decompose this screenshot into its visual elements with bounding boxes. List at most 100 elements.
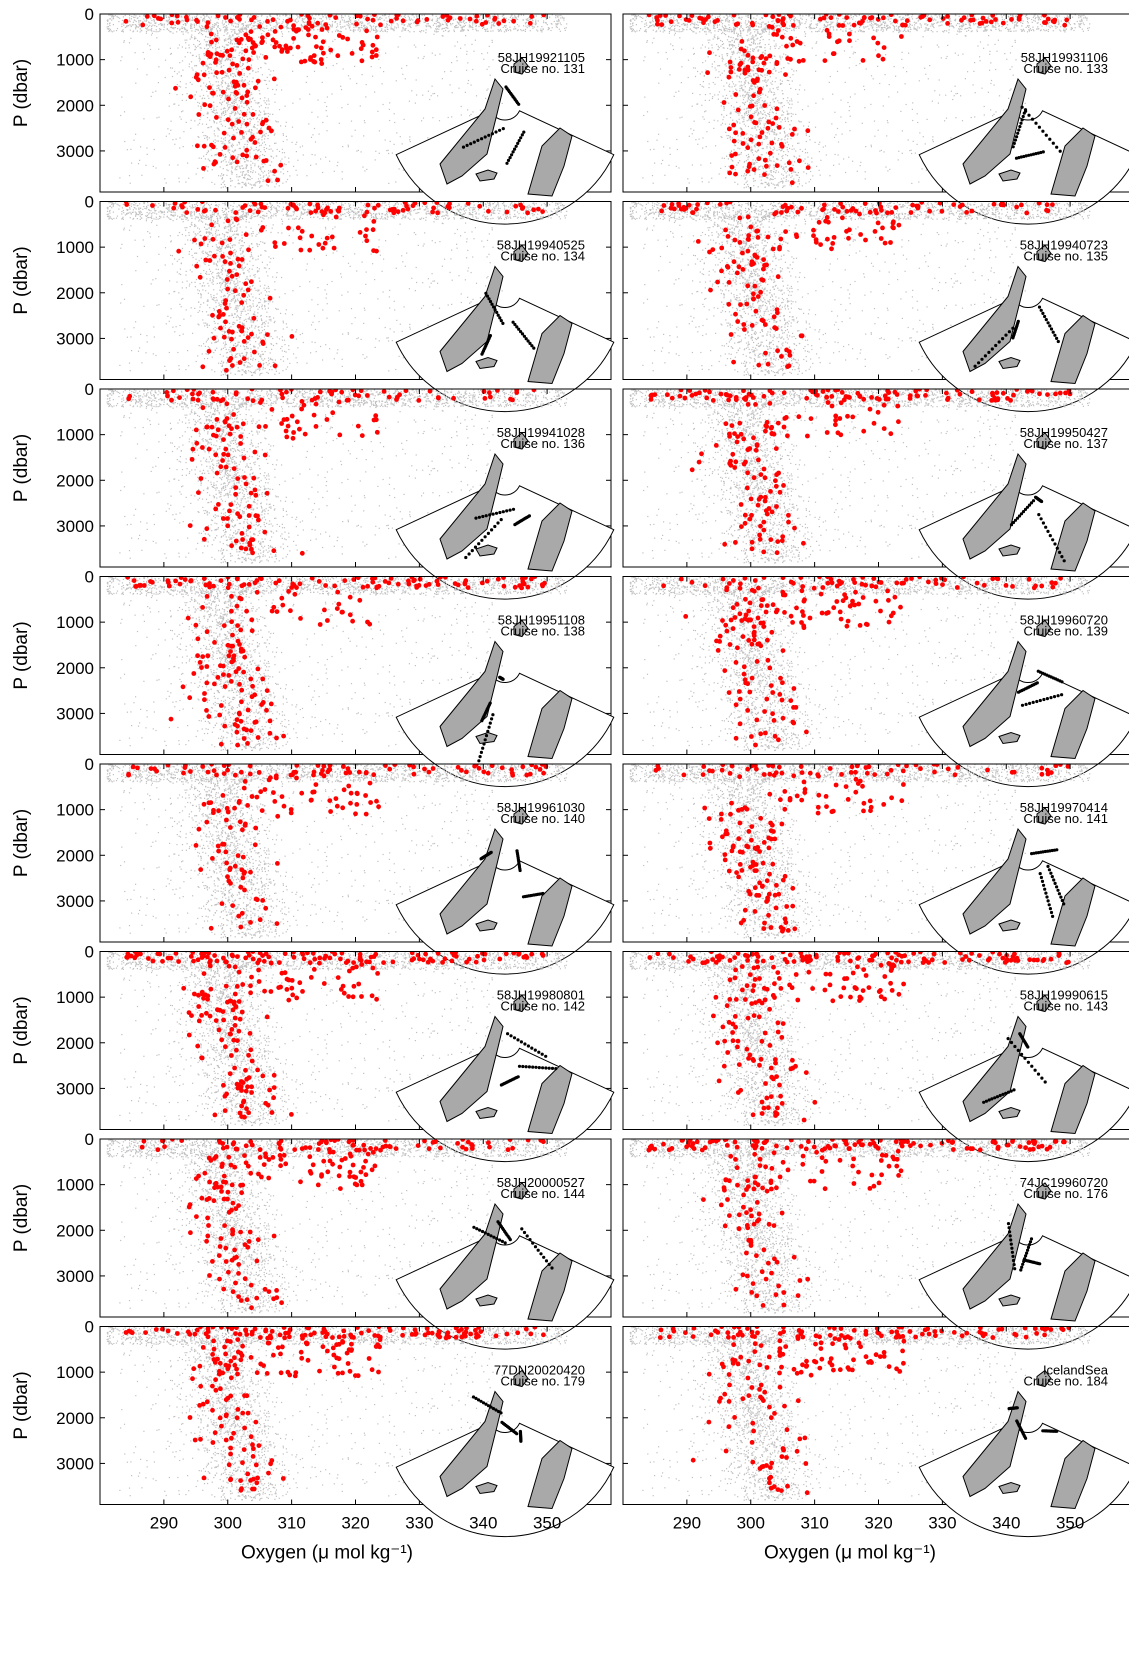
background-point [385,52,387,54]
cruise-point [230,155,236,161]
background-point [1078,15,1080,17]
background-point [978,25,980,27]
background-point [216,21,218,23]
background-point [415,14,417,16]
background-point [422,94,424,96]
background-point [472,111,474,113]
background-point [959,26,961,28]
background-point [202,20,204,22]
cruise-point [285,49,290,54]
background-point [243,120,245,122]
cruise-point [336,33,342,38]
background-point [660,17,662,19]
background-point [551,14,553,16]
background-point [291,141,293,143]
background-point [966,20,968,22]
background-point [230,67,232,69]
background-point [474,39,476,41]
background-point [527,25,529,27]
background-point [158,48,160,50]
background-point [226,75,228,77]
background-point [462,29,464,31]
background-point [954,19,956,21]
background-point [871,20,873,22]
background-point [854,14,856,16]
background-point [145,27,147,29]
background-point [434,22,436,25]
background-point [199,47,201,49]
background-point [406,19,408,21]
background-point [769,46,772,48]
background-point [1035,16,1037,19]
background-point [871,23,873,25]
background-point [535,22,537,24]
background-point [985,29,987,31]
background-point [179,147,181,149]
background-point [455,18,457,20]
background-point [408,18,411,20]
background-point [238,182,240,184]
background-point [941,21,944,23]
background-point [472,27,474,29]
background-point [222,20,224,22]
background-point [686,23,688,25]
cruise-point [249,45,255,51]
background-point [827,24,829,26]
background-point [268,29,270,31]
background-point [382,103,384,106]
background-point [202,131,204,133]
background-point [757,31,759,33]
background-point [487,30,489,32]
background-point [991,24,993,26]
background-point [709,22,711,24]
background-point [378,130,380,132]
cruise-point [228,18,234,24]
background-point [221,178,223,180]
background-point [300,16,302,18]
background-point [378,18,380,21]
cruise-point [251,15,257,20]
background-point [388,16,390,18]
station-marker [469,142,473,146]
background-point [301,19,303,22]
background-point [480,14,482,16]
background-point [220,118,222,120]
background-point [261,139,263,141]
background-point [438,21,440,23]
background-point [983,30,986,32]
cruise-point [291,36,296,41]
background-point [263,146,265,149]
background-point [1003,19,1006,21]
background-point [241,44,243,46]
background-point [216,85,218,87]
background-point [454,27,456,29]
background-point [761,35,763,38]
background-point [501,102,503,104]
background-point [250,14,252,16]
background-point [642,17,644,19]
background-point [219,95,221,97]
background-point [202,101,204,103]
background-point [565,27,567,29]
background-point [525,25,527,27]
background-point [937,21,939,23]
background-point [251,93,253,95]
background-point [1034,20,1036,22]
background-point [1068,18,1070,20]
background-point [881,28,883,30]
background-point [205,85,207,87]
background-point [423,21,425,23]
background-point [183,131,185,133]
background-point [230,185,232,187]
background-point [393,28,395,30]
background-point [423,30,425,32]
background-point [398,168,400,170]
background-point [295,151,297,153]
background-point [252,172,254,174]
background-point [266,103,268,105]
background-point [152,91,154,93]
background-point [702,29,704,31]
background-point [464,24,466,27]
background-point [252,108,254,110]
background-point [249,176,251,178]
